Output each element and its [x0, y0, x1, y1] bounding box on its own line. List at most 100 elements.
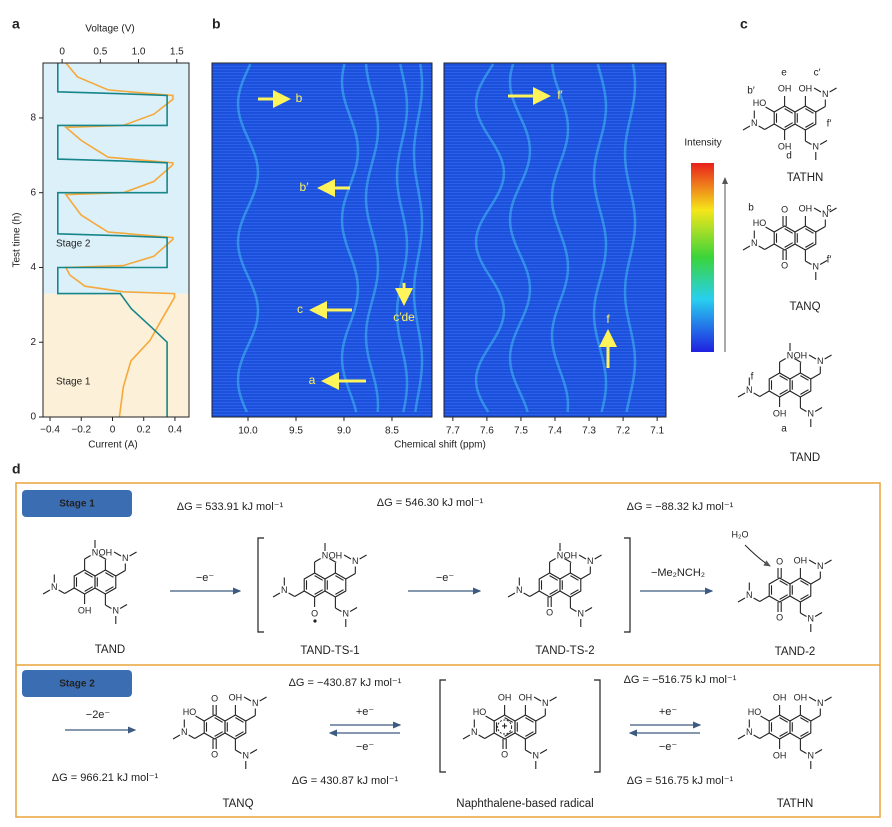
atom: N [51, 582, 58, 592]
bond [805, 260, 812, 265]
ring [789, 577, 812, 603]
axis-label: Current (A) [88, 440, 137, 451]
ring [768, 577, 791, 603]
bond [784, 108, 793, 114]
bond [810, 715, 821, 722]
bond [539, 749, 548, 754]
bond [594, 554, 602, 560]
annotation: b′ [300, 180, 310, 194]
bond [810, 373, 821, 380]
ring [794, 105, 817, 131]
bond [808, 696, 817, 702]
bond [800, 580, 809, 586]
radical-sign: + [502, 722, 508, 733]
atom: O [776, 556, 783, 566]
ring [514, 714, 537, 740]
bond [129, 551, 137, 557]
stage-label: Stage 1 [56, 377, 91, 388]
frame [211, 62, 433, 418]
x-tick-label: 7.5 [514, 426, 528, 437]
energy: ΔG = 533.91 kJ mol⁻¹ [177, 501, 284, 513]
bond [245, 715, 256, 722]
bond [535, 715, 546, 722]
atom: N [746, 590, 753, 600]
bond [753, 734, 760, 739]
panel-label: b [212, 16, 221, 32]
radical-ring [497, 719, 513, 735]
bond [824, 559, 832, 565]
atom: N [808, 408, 815, 418]
ring [203, 714, 226, 740]
bond [779, 731, 788, 737]
y-tick-label: 4 [30, 262, 36, 273]
bond [800, 612, 807, 617]
atom-letter: f′ [827, 255, 832, 266]
bond [84, 555, 91, 560]
bond [549, 558, 556, 563]
atom: N [352, 556, 359, 566]
atom: OH [564, 550, 578, 560]
stage-region [43, 63, 189, 294]
bond [570, 589, 579, 595]
bond [779, 375, 788, 381]
atom: N [578, 608, 585, 618]
atom: N [813, 261, 820, 271]
atom: O [781, 260, 788, 270]
bond [819, 140, 828, 145]
bond [549, 575, 558, 581]
ring [773, 225, 796, 251]
ring [324, 572, 347, 598]
bond [113, 551, 122, 557]
ring [94, 569, 117, 595]
bond [800, 375, 809, 381]
atom-letter: c′ [814, 68, 821, 79]
atom: N [181, 727, 188, 737]
atom: N [243, 750, 250, 760]
axis-label: Test time (h) [12, 212, 23, 267]
scheme-box [15, 482, 881, 818]
atom: N [808, 750, 815, 760]
molecule-name: TANQ [222, 798, 253, 810]
bond [259, 696, 267, 702]
bond [249, 749, 258, 754]
bond [742, 125, 751, 131]
bond [314, 558, 321, 563]
x-tick-label: 7.2 [616, 426, 630, 437]
bottom-tick-label: 0.4 [168, 425, 182, 436]
bond [824, 696, 832, 702]
peak-trace [340, 63, 360, 413]
energy: ΔG = 546.30 kJ mol⁻¹ [377, 497, 484, 509]
bond [58, 589, 65, 594]
atom: N [822, 209, 829, 219]
bond [813, 87, 822, 93]
atom: OH [99, 547, 113, 557]
atom: N [533, 750, 540, 760]
bond [808, 354, 817, 360]
molecule: OH OH HO N N OH N TATHN [737, 692, 832, 810]
molecule-name: TANQ [789, 301, 820, 313]
peak-trace [623, 63, 637, 413]
bond [764, 123, 775, 130]
molecule-name: TATHN [777, 798, 814, 810]
bond [800, 749, 807, 754]
bond [42, 589, 51, 595]
badge [22, 490, 132, 517]
molecule-name: TAND [790, 452, 820, 464]
atom: O [211, 749, 218, 759]
bond [349, 607, 358, 612]
top-tick-label: 1.0 [132, 47, 146, 58]
bond [800, 389, 809, 395]
atom: O [501, 749, 508, 759]
bond [314, 575, 323, 581]
x-tick-label: 10.0 [238, 426, 258, 437]
peak-trace [508, 63, 532, 413]
atom: OH [778, 141, 792, 151]
molecule: O OH HO N N O Nb c f′ TANQ [742, 203, 837, 313]
atom: OH [794, 555, 808, 565]
ring [538, 572, 561, 598]
atom: O [546, 607, 553, 617]
atom: N [817, 356, 824, 366]
atom: OH [773, 750, 787, 760]
atom: OH [794, 692, 808, 702]
bond [549, 696, 557, 702]
